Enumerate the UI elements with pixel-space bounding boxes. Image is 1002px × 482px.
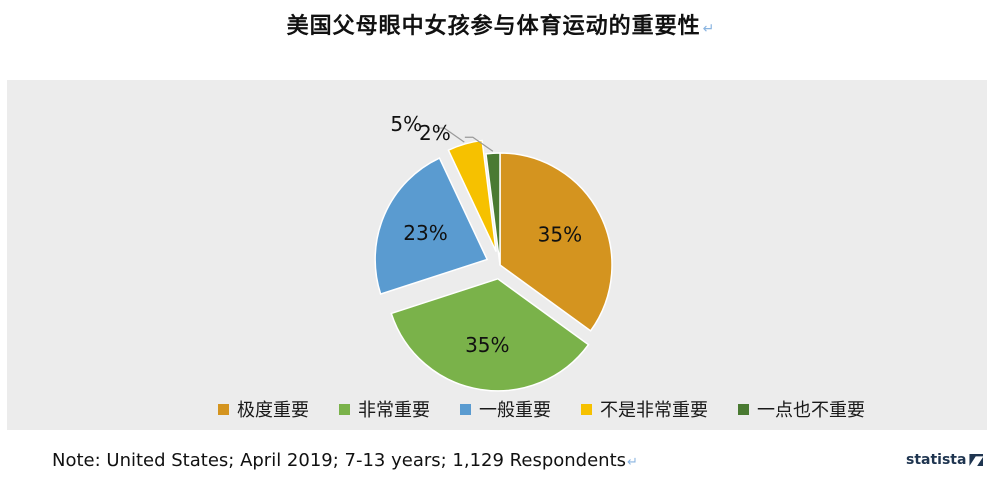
pie-slice [390,277,590,392]
legend-label: 一般重要 [479,400,551,421]
legend-item: 一点也不重要 [738,396,865,422]
legend-swatch [460,403,471,415]
legend-label: 一点也不重要 [757,400,865,421]
data-label: 2% [419,121,451,145]
chart-legend: 极度重要 非常重要 一般重要 不是非常重要 一点也不重要 [218,395,978,423]
pie-slice [485,152,501,266]
data-label: 35% [538,222,582,246]
legend-item: 非常重要 [339,396,430,422]
leader-line [436,127,465,143]
legend-label: 非常重要 [358,400,430,421]
footnote: Note: United States; April 2019; 7-13 ye… [52,450,638,471]
return-mark-icon: ↵ [702,21,716,37]
return-mark-icon: ↵ [627,455,638,470]
pie-slice [374,157,489,295]
legend-swatch [581,403,592,415]
legend-item: 极度重要 [218,396,309,422]
legend-label: 不是非常重要 [600,400,708,421]
legend-swatch [738,403,749,415]
legend-swatch [218,403,229,415]
chart-title: 美国父母眼中女孩参与体育运动的重要性 ↵ [286,14,716,39]
data-label: 5% [390,112,422,136]
legend-item: 一般重要 [460,396,551,422]
statista-logo-icon [969,454,984,466]
data-label: 23% [403,221,447,245]
leader-line [464,136,494,152]
legend-label: 极度重要 [237,400,309,421]
legend-swatch [339,403,350,415]
data-label: 35% [465,333,509,357]
statista-logo: statista [906,452,984,468]
legend-item: 不是非常重要 [581,396,708,422]
pie-slice [499,152,613,332]
pie-slice [447,139,497,252]
